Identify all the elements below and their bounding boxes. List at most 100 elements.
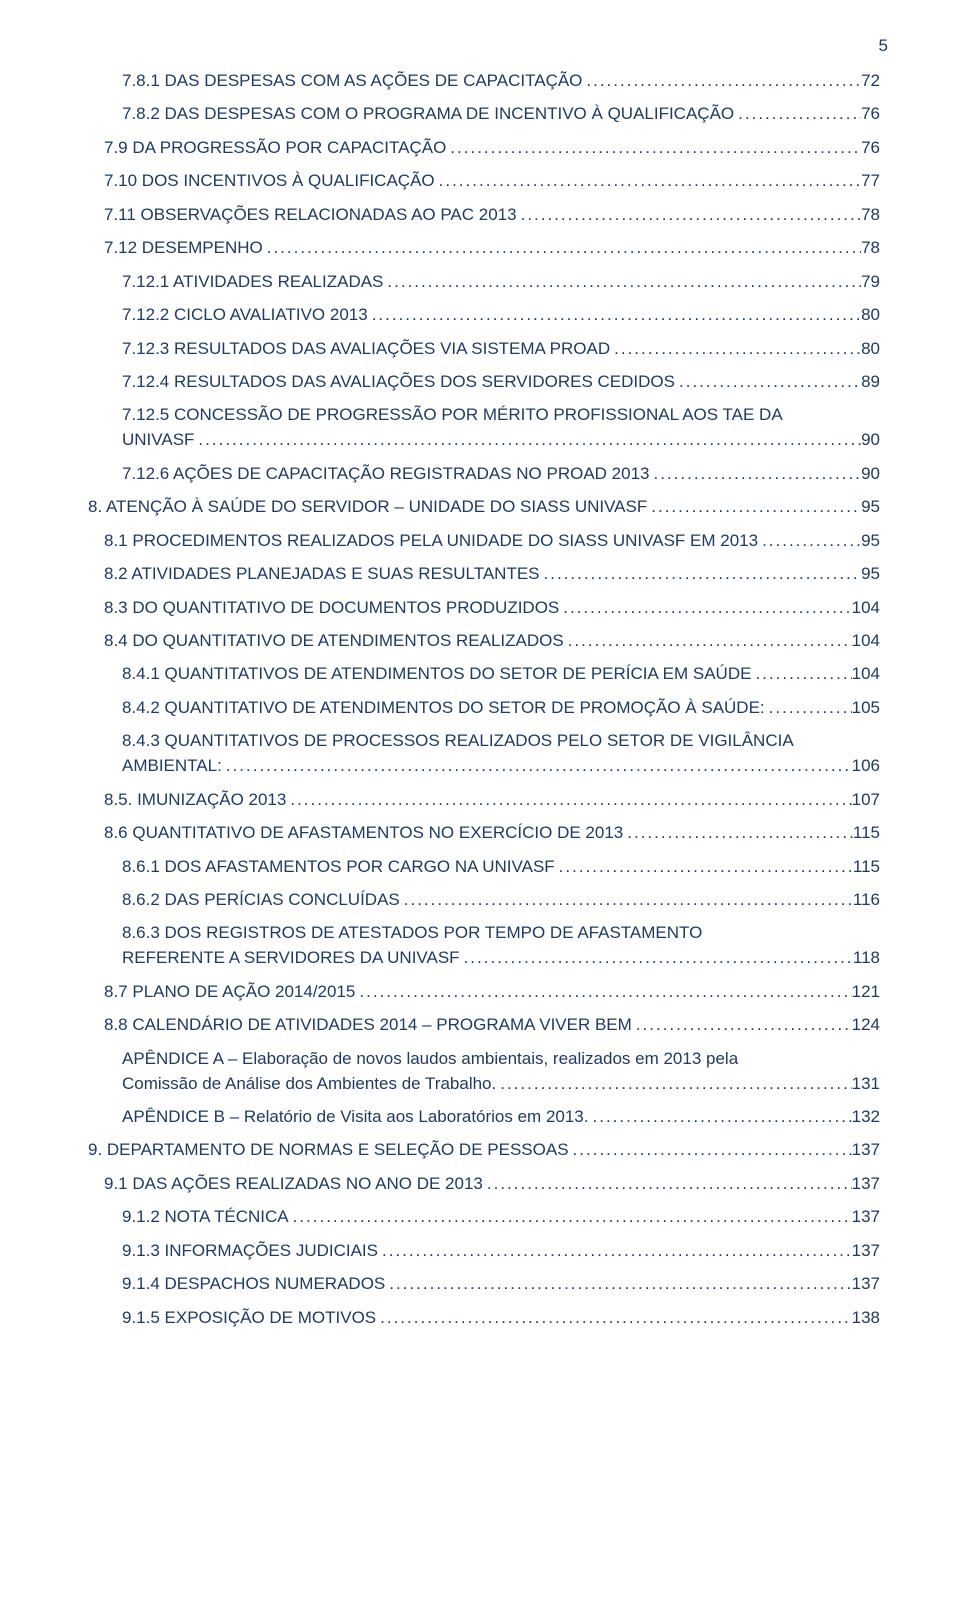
toc-entry[interactable]: 7.12.1 ATIVIDADES REALIZADAS 79 — [88, 271, 880, 294]
toc-entry[interactable]: 8.6.3 DOS REGISTROS DE ATESTADOS POR TEM… — [88, 922, 880, 970]
toc-title: 9. DEPARTAMENTO DE NORMAS E SELEÇÃO DE P… — [88, 1139, 569, 1162]
toc-entry[interactable]: 9. DEPARTAMENTO DE NORMAS E SELEÇÃO DE P… — [88, 1139, 880, 1162]
toc-page: 79 — [861, 271, 880, 294]
toc-entry[interactable]: 9.1.3 INFORMAÇÕES JUDICIAIS 137 — [88, 1240, 880, 1263]
toc-title: APÊNDICE A – Elaboração de novos laudos … — [122, 1048, 880, 1071]
toc-page: 107 — [852, 789, 880, 812]
toc-title: 8.8 CALENDÁRIO DE ATIVIDADES 2014 – PROG… — [104, 1014, 632, 1037]
toc-leader — [385, 1273, 851, 1296]
toc-entry[interactable]: 8.1 PROCEDIMENTOS REALIZADOS PELA UNIDAD… — [88, 530, 880, 553]
toc-entry[interactable]: APÊNDICE B – Relatório de Visita aos Lab… — [88, 1106, 880, 1129]
toc-page: 76 — [861, 103, 880, 126]
toc-title: 8.3 DO QUANTITATIVO DE DOCUMENTOS PRODUZ… — [104, 597, 559, 620]
toc-page: 77 — [861, 170, 880, 193]
toc-title: 8. ATENÇÃO À SAÚDE DO SERVIDOR – UNIDADE… — [88, 496, 647, 519]
toc-leader — [555, 856, 853, 879]
toc-page: 115 — [853, 822, 880, 845]
toc-entry[interactable]: 7.12.5 CONCESSÃO DE PROGRESSÃO POR MÉRIT… — [88, 404, 880, 452]
toc-title: 8.6.3 DOS REGISTROS DE ATESTADOS POR TEM… — [122, 922, 880, 945]
toc-entry[interactable]: 9.1.2 NOTA TÉCNICA 137 — [88, 1206, 880, 1229]
toc-leader — [589, 1106, 852, 1129]
toc-entry[interactable]: 8. ATENÇÃO À SAÚDE DO SERVIDOR – UNIDADE… — [88, 496, 880, 519]
page-number: 5 — [879, 36, 888, 56]
toc-leader — [435, 170, 861, 193]
toc-title: 7.12.5 CONCESSÃO DE PROGRESSÃO POR MÉRIT… — [122, 404, 880, 427]
toc-entry[interactable]: 7.8.2 DAS DESPESAS COM O PROGRAMA DE INC… — [88, 103, 880, 126]
toc-entry[interactable]: 7.12.3 RESULTADOS DAS AVALIAÇÕES VIA SIS… — [88, 338, 880, 361]
toc-entry[interactable]: 7.12.4 RESULTADOS DAS AVALIAÇÕES DOS SER… — [88, 371, 880, 394]
toc-leader — [460, 947, 853, 970]
toc-entry[interactable]: 8.4.3 QUANTITATIVOS DE PROCESSOS REALIZA… — [88, 730, 880, 778]
toc-entry[interactable]: 8.2 ATIVIDADES PLANEJADAS E SUAS RESULTA… — [88, 563, 880, 586]
toc-page: 76 — [861, 137, 880, 160]
toc-page: 95 — [861, 563, 880, 586]
toc-entry[interactable]: 7.10 DOS INCENTIVOS À QUALIFICAÇÃO 77 — [88, 170, 880, 193]
toc-entry[interactable]: 7.11 OBSERVAÇÕES RELACIONADAS AO PAC 201… — [88, 204, 880, 227]
toc-leader — [446, 137, 861, 160]
toc-entry[interactable]: 7.12 DESEMPENHO78 — [88, 237, 880, 260]
toc-entry[interactable]: 8.6 QUANTITATIVO DE AFASTAMENTOS NO EXER… — [88, 822, 880, 845]
toc-leader — [289, 1206, 852, 1229]
toc-page: 72 — [861, 70, 880, 93]
toc-leader — [496, 1073, 851, 1096]
toc-entry[interactable]: APÊNDICE A – Elaboração de novos laudos … — [88, 1048, 880, 1096]
toc-title: 9.1.2 NOTA TÉCNICA — [122, 1206, 289, 1229]
toc-page: 137 — [852, 1240, 880, 1263]
toc-entry[interactable]: 7.8.1 DAS DESPESAS COM AS AÇÕES DE CAPAC… — [88, 70, 880, 93]
toc-leader — [483, 1173, 852, 1196]
toc-title: 7.12.2 CICLO AVALIATIVO 2013 — [122, 304, 368, 327]
toc-leader — [758, 530, 861, 553]
toc-entry[interactable]: 8.5. IMUNIZAÇÃO 2013 107 — [88, 789, 880, 812]
toc-entry[interactable]: 7.12.6 AÇÕES DE CAPACITAÇÃO REGISTRADAS … — [88, 463, 880, 486]
toc-leader — [623, 822, 853, 845]
toc-page: 104 — [852, 663, 880, 686]
toc-page: 95 — [861, 496, 880, 519]
toc-entry[interactable]: 8.4.2 QUANTITATIVO DE ATENDIMENTOS DO SE… — [88, 697, 880, 720]
toc-entry[interactable]: 9.1.4 DESPACHOS NUMERADOS137 — [88, 1273, 880, 1296]
toc-page: 105 — [852, 697, 880, 720]
toc-title: 7.9 DA PROGRESSÃO POR CAPACITAÇÃO — [104, 137, 446, 160]
toc-title: 8.4 DO QUANTITATIVO DE ATENDIMENTOS REAL… — [104, 630, 564, 653]
toc-title: 7.12.1 ATIVIDADES REALIZADAS — [122, 271, 383, 294]
toc-entry[interactable]: 8.4.1 QUANTITATIVOS DE ATENDIMENTOS DO S… — [88, 663, 880, 686]
toc-entry[interactable]: 8.4 DO QUANTITATIVO DE ATENDIMENTOS REAL… — [88, 630, 880, 653]
toc-leader — [222, 755, 852, 778]
toc-page: 137 — [852, 1206, 880, 1229]
toc-entry[interactable]: 9.1.5 EXPOSIÇÃO DE MOTIVOS138 — [88, 1307, 880, 1330]
toc-page: 104 — [852, 630, 880, 653]
toc-title: 9.1 DAS AÇÕES REALIZADAS NO ANO DE 2013 — [104, 1173, 483, 1196]
toc-title: 8.2 ATIVIDADES PLANEJADAS E SUAS RESULTA… — [104, 563, 540, 586]
toc-title: 7.12 DESEMPENHO — [104, 237, 263, 260]
toc-entry[interactable]: 8.8 CALENDÁRIO DE ATIVIDADES 2014 – PROG… — [88, 1014, 880, 1037]
toc-leader — [765, 697, 852, 720]
toc-entry[interactable]: 8.6.1 DOS AFASTAMENTOS POR CARGO NA UNIV… — [88, 856, 880, 879]
toc-entry[interactable]: 7.12.2 CICLO AVALIATIVO 201380 — [88, 304, 880, 327]
toc-entry[interactable]: 8.7 PLANO DE AÇÃO 2014/2015121 — [88, 981, 880, 1004]
toc-title: 8.6.2 DAS PERÍCIAS CONCLUÍDAS — [122, 889, 400, 912]
toc-leader — [263, 237, 861, 260]
toc-page: 90 — [861, 463, 880, 486]
toc-entry[interactable]: 8.3 DO QUANTITATIVO DE DOCUMENTOS PRODUZ… — [88, 597, 880, 620]
toc-leader — [286, 789, 851, 812]
toc-title: 9.1.4 DESPACHOS NUMERADOS — [122, 1273, 385, 1296]
toc-title: 8.4.3 QUANTITATIVOS DE PROCESSOS REALIZA… — [122, 730, 880, 753]
toc-entry[interactable]: 9.1 DAS AÇÕES REALIZADAS NO ANO DE 20131… — [88, 1173, 880, 1196]
toc-title: 8.5. IMUNIZAÇÃO 2013 — [104, 789, 286, 812]
toc-title: 8.1 PROCEDIMENTOS REALIZADOS PELA UNIDAD… — [104, 530, 758, 553]
toc-page: 137 — [852, 1139, 880, 1162]
toc-leader — [675, 371, 861, 394]
toc-page: 121 — [852, 981, 880, 1004]
toc-entry[interactable]: 7.9 DA PROGRESSÃO POR CAPACITAÇÃO 76 — [88, 137, 880, 160]
toc-page: 104 — [852, 597, 880, 620]
toc-title: 7.8.1 DAS DESPESAS COM AS AÇÕES DE CAPAC… — [122, 70, 582, 93]
toc-entry[interactable]: 8.6.2 DAS PERÍCIAS CONCLUÍDAS116 — [88, 889, 880, 912]
toc-title: 7.8.2 DAS DESPESAS COM O PROGRAMA DE INC… — [122, 103, 734, 126]
toc-leader — [649, 463, 861, 486]
toc-leader — [383, 271, 861, 294]
toc-leader — [559, 597, 851, 620]
toc-title: 9.1.3 INFORMAÇÕES JUDICIAIS — [122, 1240, 378, 1263]
toc-title: 7.12.3 RESULTADOS DAS AVALIAÇÕES VIA SIS… — [122, 338, 610, 361]
toc-page: 131 — [852, 1073, 880, 1096]
toc-title: 7.10 DOS INCENTIVOS À QUALIFICAÇÃO — [104, 170, 435, 193]
toc-leader — [194, 429, 861, 452]
